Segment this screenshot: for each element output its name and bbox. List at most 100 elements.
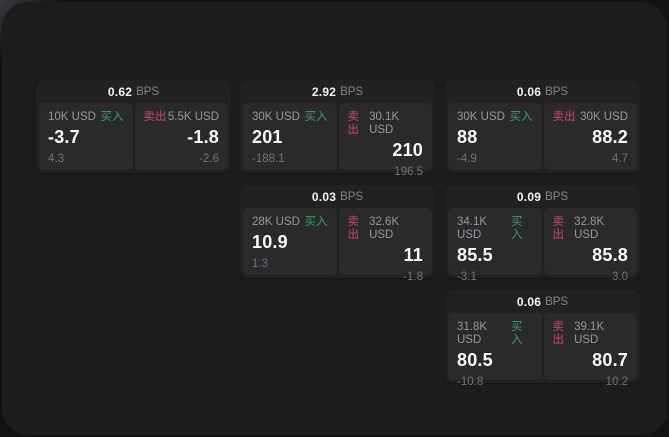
- bps-unit-label: BPS: [545, 190, 569, 203]
- sell-quote-cell[interactable]: 卖出 39.1K USD 80.7 10.2: [543, 313, 637, 388]
- buy-price: 201: [252, 127, 283, 147]
- buy-notional: 30K USD: [457, 111, 505, 123]
- buy-cell-header: 30K USD 买入: [252, 111, 328, 124]
- quote-card-body: 31.8K USD 买入 80.5 -10.8 卖出 39.1K USD 80.…: [445, 313, 640, 388]
- sell-cell-header: 卖出 32.8K USD: [553, 216, 629, 242]
- buy-price: 85.5: [457, 245, 493, 265]
- buy-delta: -10.8: [457, 376, 484, 388]
- quote-card-body: 10K USD 买入 -3.7 4.3 卖出 5.5K USD -1.8 -2.…: [36, 103, 231, 173]
- sell-quote-cell[interactable]: 卖出 32.6K USD 11 -1.8: [338, 208, 432, 283]
- buy-price: 88: [457, 127, 478, 147]
- buy-quote-cell[interactable]: 30K USD 买入 88 -4.9: [448, 103, 542, 170]
- buy-quote-cell[interactable]: 10K USD 买入 -3.7 4.3: [39, 103, 133, 170]
- buy-cell-header: 10K USD 买入: [48, 111, 124, 124]
- quote-card: 2.92 BPS 30K USD 买入 201 -188.1 卖出 30.1K …: [240, 80, 435, 178]
- bps-spread-header: 0.06 BPS: [445, 80, 640, 103]
- buy-notional: 28K USD: [252, 216, 300, 228]
- buy-delta: -4.9: [457, 153, 477, 165]
- sell-delta: 196.5: [394, 166, 423, 178]
- quote-card: 0.09 BPS 34.1K USD 买入 85.5 -3.1 卖出 32.8K…: [445, 185, 640, 283]
- sell-notional: 39.1K USD: [574, 321, 605, 346]
- sell-cell-header: 卖出 5.5K USD: [144, 111, 220, 124]
- buy-cell-header: 28K USD 买入: [252, 216, 328, 229]
- sell-price: 11: [403, 245, 423, 265]
- buy-side-tag: 买入: [510, 216, 523, 241]
- bps-value: 0.62: [107, 84, 133, 99]
- bps-value: 0.06: [516, 294, 542, 309]
- buy-quote-cell[interactable]: 34.1K USD 买入 85.5 -3.1: [448, 208, 542, 283]
- sell-notional: 5.5K USD: [167, 111, 219, 123]
- buy-notional: 34.1K USD: [457, 216, 488, 241]
- bps-unit-label: BPS: [136, 85, 160, 98]
- sell-side-tag: 卖出: [552, 321, 565, 346]
- bps-unit-label: BPS: [545, 295, 569, 308]
- quote-card-body: 30K USD 买入 88 -4.9 卖出 30K USD 88.2 4.7: [445, 103, 640, 173]
- sell-price: 80.7: [592, 350, 628, 370]
- sell-cell-header: 卖出 30K USD: [553, 111, 629, 124]
- sell-quote-cell[interactable]: 卖出 30K USD 88.2 4.7: [543, 103, 637, 170]
- buy-cell-header: 31.8K USD 买入: [457, 321, 533, 347]
- bps-spread-header: 0.03 BPS: [240, 185, 435, 208]
- buy-quote-cell[interactable]: 28K USD 买入 10.9 1.3: [243, 208, 337, 275]
- quote-card: 0.62 BPS 10K USD 买入 -3.7 4.3 卖出 5.5K USD…: [36, 80, 231, 173]
- bps-value: 0.09: [516, 189, 542, 204]
- sell-cell-header: 卖出 39.1K USD: [553, 321, 629, 347]
- buy-side-tag: 买入: [100, 111, 124, 123]
- sell-side-tag: 卖出: [347, 111, 360, 136]
- bps-spread-header: 2.92 BPS: [240, 80, 435, 103]
- buy-delta: 1.3: [252, 258, 268, 270]
- bps-value: 0.03: [311, 189, 337, 204]
- buy-side-tag: 买入: [304, 111, 328, 123]
- sell-notional: 30.1K USD: [369, 111, 400, 136]
- sell-delta: 3.0: [612, 271, 628, 283]
- sell-quote-cell[interactable]: 卖出 30.1K USD 210 196.5: [338, 103, 432, 178]
- bps-unit-label: BPS: [340, 85, 364, 98]
- sell-cell-header: 卖出 30.1K USD: [348, 111, 424, 137]
- quote-card-body: 34.1K USD 买入 85.5 -3.1 卖出 32.8K USD 85.8…: [445, 208, 640, 283]
- sell-cell-header: 卖出 32.6K USD: [348, 216, 424, 242]
- bps-spread-header: 0.06 BPS: [445, 290, 640, 313]
- quote-card-body: 30K USD 买入 201 -188.1 卖出 30.1K USD 210 1…: [240, 103, 435, 178]
- buy-cell-header: 34.1K USD 买入: [457, 216, 533, 242]
- buy-cell-header: 30K USD 买入: [457, 111, 533, 124]
- sell-delta: -2.6: [199, 153, 219, 165]
- bps-unit-label: BPS: [545, 85, 569, 98]
- buy-notional: 31.8K USD: [457, 321, 488, 346]
- sell-quote-cell[interactable]: 卖出 32.8K USD 85.8 3.0: [543, 208, 637, 283]
- quote-card: 0.06 BPS 31.8K USD 买入 80.5 -10.8 卖出 39.1…: [445, 290, 640, 388]
- sell-notional: 32.8K USD: [574, 216, 605, 241]
- quote-card: 0.06 BPS 30K USD 买入 88 -4.9 卖出 30K USD 8…: [445, 80, 640, 173]
- sell-delta: -1.8: [403, 271, 423, 283]
- sell-price: 210: [392, 140, 423, 160]
- sell-price: 88.2: [592, 127, 628, 147]
- buy-notional: 10K USD: [48, 111, 96, 123]
- sell-side-tag: 卖出: [552, 216, 565, 241]
- sell-delta: 10.2: [605, 376, 628, 388]
- buy-side-tag: 买入: [304, 216, 328, 228]
- bps-unit-label: BPS: [340, 190, 364, 203]
- buy-side-tag: 买入: [510, 321, 523, 346]
- buy-price: 10.9: [252, 232, 288, 252]
- buy-side-tag: 买入: [509, 111, 533, 123]
- buy-price: -3.7: [48, 127, 80, 147]
- sell-quote-cell[interactable]: 卖出 5.5K USD -1.8 -2.6: [134, 103, 228, 170]
- buy-delta: -188.1: [252, 153, 285, 165]
- bps-value: 0.06: [516, 84, 542, 99]
- sell-notional: 32.6K USD: [369, 216, 400, 241]
- sell-side-tag: 卖出: [143, 111, 167, 123]
- buy-notional: 30K USD: [252, 111, 300, 123]
- buy-delta: 4.3: [48, 153, 64, 165]
- bps-spread-header: 0.62 BPS: [36, 80, 231, 103]
- buy-quote-cell[interactable]: 31.8K USD 买入 80.5 -10.8: [448, 313, 542, 388]
- buy-quote-cell[interactable]: 30K USD 买入 201 -188.1: [243, 103, 337, 170]
- quote-card: 0.03 BPS 28K USD 买入 10.9 1.3 卖出 32.6K US…: [240, 185, 435, 283]
- sell-delta: 4.7: [612, 153, 628, 165]
- sell-side-tag: 卖出: [347, 216, 360, 241]
- buy-price: 80.5: [457, 350, 493, 370]
- bps-spread-header: 0.09 BPS: [445, 185, 640, 208]
- buy-delta: -3.1: [457, 271, 477, 283]
- sell-notional: 30K USD: [580, 111, 628, 123]
- quote-card-body: 28K USD 买入 10.9 1.3 卖出 32.6K USD 11 -1.8: [240, 208, 435, 283]
- sell-price: 85.8: [592, 245, 628, 265]
